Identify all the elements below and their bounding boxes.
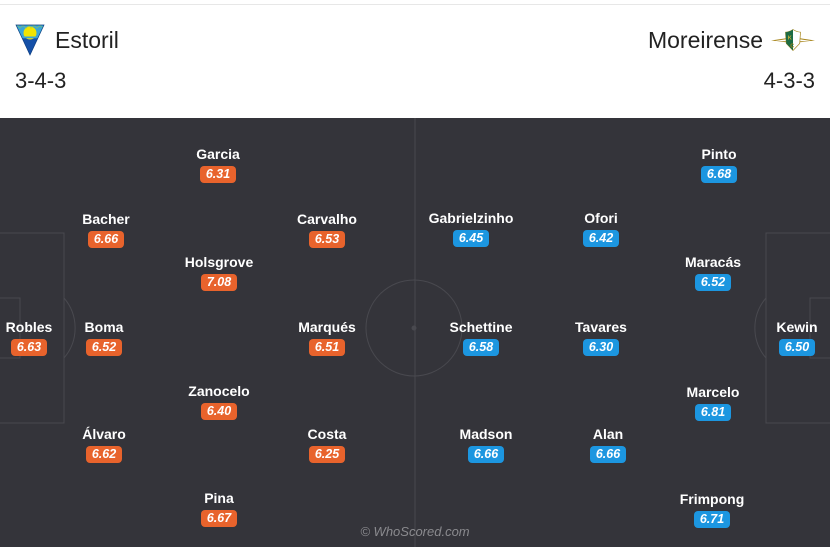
svg-text:C: C [790, 44, 794, 50]
svg-text:K: K [788, 36, 792, 42]
